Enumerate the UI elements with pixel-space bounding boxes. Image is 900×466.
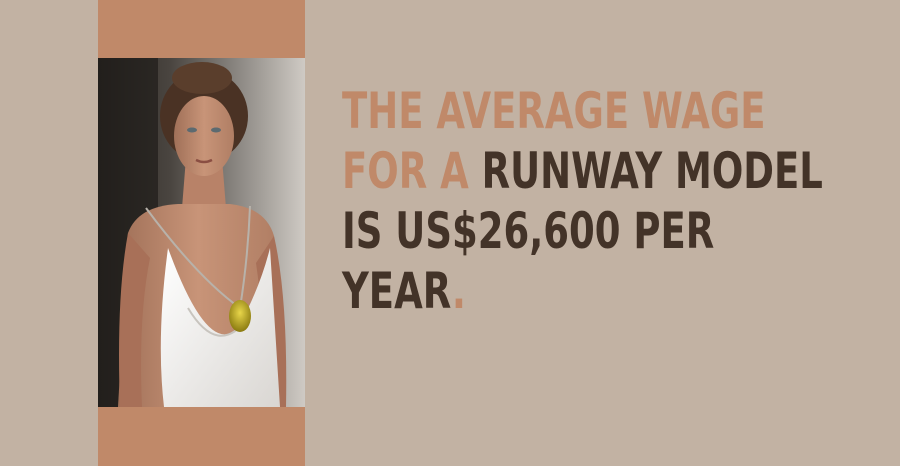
headline-line-1: THE AVERAGE WAGE bbox=[342, 81, 765, 141]
headline-line-4: YEAR. bbox=[342, 261, 742, 321]
headline-line-3: IS US$26,600 PER bbox=[342, 201, 742, 261]
headline: THE AVERAGE WAGE FOR A RUNWAY MODEL IS U… bbox=[342, 81, 823, 321]
bottom-accent-bar bbox=[98, 407, 305, 466]
headline-period: . bbox=[451, 262, 466, 320]
headline-accent-text: THE AVERAGE WAGE bbox=[342, 82, 766, 140]
top-accent-bar bbox=[98, 0, 305, 58]
headline-line-2: FOR A RUNWAY MODEL bbox=[342, 141, 823, 201]
headline-accent-text: FOR A bbox=[342, 142, 482, 200]
headline-dark-text: IS US$26,600 PER bbox=[342, 202, 715, 260]
runway-model-photo bbox=[98, 58, 305, 407]
headline-dark-text: RUNWAY MODEL bbox=[481, 142, 823, 200]
headline-dark-text: YEAR bbox=[342, 262, 452, 320]
